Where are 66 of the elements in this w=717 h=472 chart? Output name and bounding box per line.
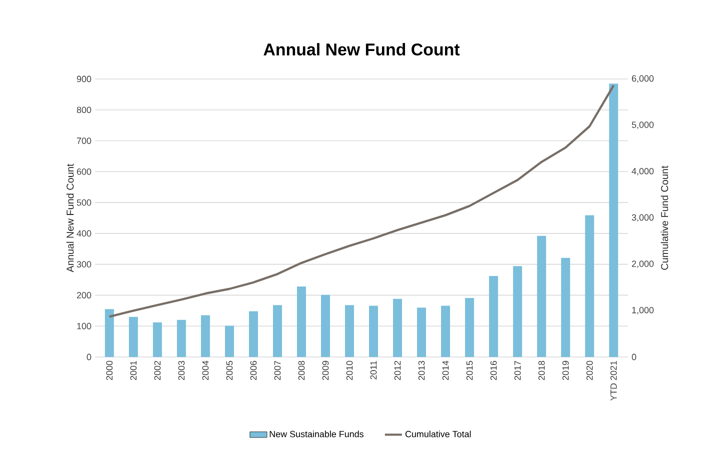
y2-tick-label: 4,000 (632, 168, 654, 176)
y-tick-label: 400 (76, 230, 92, 237)
bar (224, 326, 234, 357)
bar (200, 315, 210, 357)
y2-tick-label: 1,000 (632, 306, 654, 314)
y-tick-label: 700 (76, 138, 92, 144)
chart-title: Annual New Fund Count (264, 43, 460, 56)
bar (585, 215, 594, 357)
y2-tick-label: 3,000 (632, 214, 654, 222)
bar (152, 322, 162, 357)
bar (272, 305, 282, 357)
x-tick-label: 2017 (514, 360, 521, 380)
x-tick-label: 2004 (202, 360, 209, 380)
y-tick-label: 100 (77, 322, 92, 330)
x-tick-label: 2003 (178, 360, 185, 380)
x-tick-label: 2014 (442, 360, 449, 380)
x-tick-label: 2000 (106, 360, 113, 380)
y-tick-label: 600 (76, 168, 92, 175)
y-tick-label: 0 (86, 354, 92, 360)
y-axis-title: Annual New Fund Count (66, 164, 74, 272)
bar (369, 306, 378, 357)
x-tick-label: 2020 (586, 360, 593, 380)
legend-label: Cumulative Total (405, 430, 471, 438)
bar (465, 298, 474, 357)
x-tick-label: 2011 (370, 360, 377, 380)
x-tick-label: 2010 (346, 360, 353, 380)
y2-tick-label: 0 (632, 354, 636, 360)
bar (537, 236, 546, 357)
y2-tick-label: 5,000 (632, 122, 654, 130)
bar (561, 258, 570, 357)
y-tick-label: 300 (76, 261, 92, 268)
y-tick-label: 900 (76, 76, 92, 82)
bar (609, 84, 618, 357)
bar (248, 311, 258, 357)
bar (417, 308, 426, 357)
legend-label: New Sustainable Funds (270, 430, 364, 438)
y-tick-label: 800 (76, 106, 92, 114)
bar (345, 305, 354, 357)
x-tick-label: 2013 (418, 360, 425, 380)
bar (393, 298, 402, 357)
x-tick-label: YTD 2021 (610, 360, 617, 401)
x-tick-label: 2015 (466, 360, 473, 380)
x-tick-label: 2018 (538, 360, 545, 380)
x-tick-label: 2005 (226, 360, 233, 380)
x-tick-label: 2009 (322, 360, 329, 380)
y-tick-label: 200 (76, 292, 92, 298)
x-tick-label: 2002 (154, 360, 161, 380)
bar (441, 306, 450, 357)
bar (104, 309, 114, 357)
x-tick-label: 2019 (562, 360, 569, 380)
y2-axis-title: Cumulative Fund Count (660, 166, 668, 270)
x-tick-label: 2007 (274, 360, 281, 380)
bar (513, 266, 522, 357)
x-tick-label: 2012 (394, 360, 401, 380)
y2-tick-label: 2,000 (632, 260, 654, 268)
x-tick-label: 2016 (490, 360, 497, 380)
x-tick-label: 2008 (298, 360, 305, 380)
bar (489, 276, 498, 357)
x-tick-label: 2001 (130, 360, 137, 380)
bar (176, 320, 186, 357)
y-tick-label: 500 (76, 199, 92, 206)
x-tick-label: 2006 (250, 360, 257, 380)
bar (296, 286, 306, 357)
y2-tick-label: 6,000 (632, 75, 654, 83)
bar (320, 294, 330, 357)
bar (128, 316, 138, 357)
